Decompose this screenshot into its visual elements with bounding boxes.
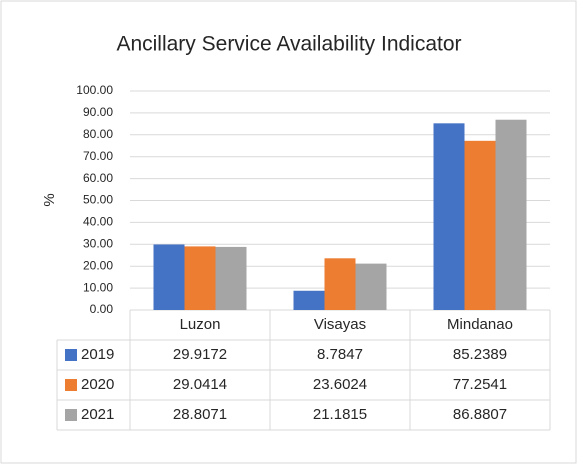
y-tick-label: 20.00 [83, 258, 113, 272]
table-value: 29.0414 [173, 376, 227, 393]
bar [293, 290, 325, 310]
x-tick-label: Mindanao [447, 316, 513, 333]
y-tick-label: 50.00 [83, 193, 113, 207]
y-tick-label: 0.00 [90, 302, 114, 316]
y-tick-label: 100.00 [76, 83, 113, 97]
bar [324, 258, 356, 310]
y-tick-label: 60.00 [83, 171, 113, 185]
legend-swatch [65, 409, 77, 421]
table-value: 21.1815 [313, 406, 367, 423]
bar [355, 263, 387, 310]
y-tick-label: 40.00 [83, 215, 113, 229]
legend-label: 2019 [81, 346, 114, 363]
table-value: 77.2541 [453, 376, 507, 393]
y-tick-label: 90.00 [83, 105, 113, 119]
legend-swatch [65, 379, 77, 391]
table-value: 29.9172 [173, 346, 227, 363]
legend-label: 2020 [81, 376, 114, 393]
table-value: 8.7847 [317, 346, 363, 363]
table-value: 23.6024 [313, 376, 367, 393]
bar [495, 119, 527, 311]
table-value: 28.8071 [173, 406, 227, 423]
y-tick-label: 80.00 [83, 127, 113, 141]
x-tick-label: Visayas [314, 316, 366, 333]
x-tick-label: Luzon [180, 316, 221, 333]
y-tick-label: 10.00 [83, 280, 113, 294]
y-tick-label: 70.00 [83, 149, 113, 163]
bar [153, 244, 185, 310]
table-value: 86.8807 [453, 406, 507, 423]
y-axis-label: % [41, 193, 58, 206]
legend-swatch [65, 349, 77, 361]
bar [215, 246, 247, 310]
bar [433, 123, 465, 310]
bar [184, 246, 216, 310]
legend-label: 2021 [81, 406, 114, 423]
chart-title: Ancillary Service Availability Indicator [116, 33, 461, 56]
y-tick-label: 30.00 [83, 236, 113, 250]
table-value: 85.2389 [453, 346, 507, 363]
bar [464, 140, 496, 310]
